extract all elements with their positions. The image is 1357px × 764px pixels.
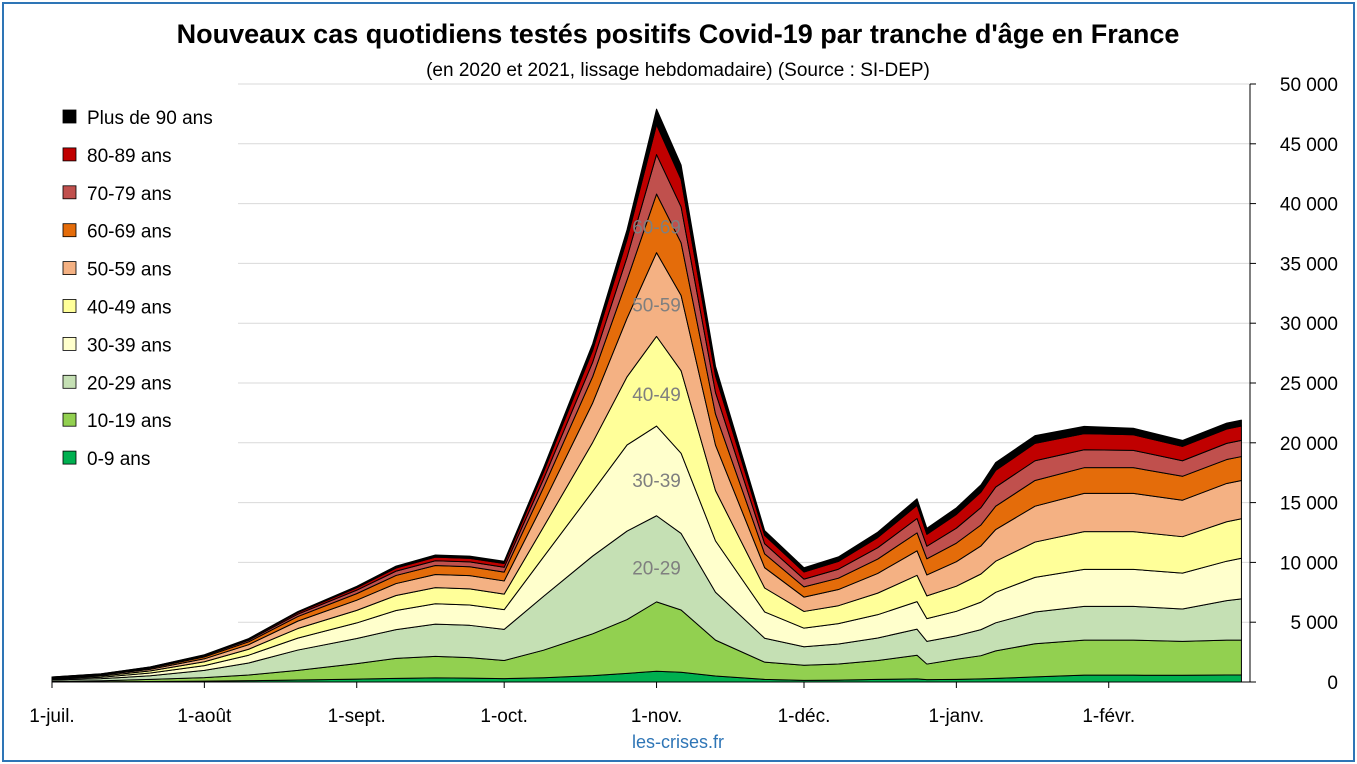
x-tick-label: 1-nov. bbox=[631, 706, 682, 727]
legend-label: 40-49 ans bbox=[87, 298, 172, 319]
inline-band-label: 20-29 bbox=[632, 558, 681, 579]
legend-label: 80-89 ans bbox=[87, 146, 172, 167]
y-tick-label: 20 000 bbox=[1280, 434, 1338, 455]
y-tick-label: 40 000 bbox=[1280, 195, 1338, 216]
inline-band-label: 40-49 bbox=[632, 385, 681, 406]
legend-label: 20-29 ans bbox=[87, 373, 172, 394]
chart-subtitle: (en 2020 et 2021, lissage hebdomadaire) … bbox=[426, 60, 930, 81]
legend-swatch bbox=[62, 336, 77, 351]
x-tick-label: 1-oct. bbox=[480, 706, 528, 727]
inline-band-label: 30-39 bbox=[632, 471, 681, 492]
legend-label: Plus de 90 ans bbox=[87, 108, 213, 129]
area-layers bbox=[51, 108, 1242, 683]
x-tick-label: 1-déc. bbox=[778, 706, 831, 727]
inline-band-label: 50-59 bbox=[632, 295, 681, 316]
legend-swatch bbox=[62, 109, 77, 124]
axes: 0 5 000 10 000 15 000 20 000 25 000 30 000 35 0… bbox=[29, 75, 1338, 727]
source-label: les-crises.fr bbox=[632, 732, 724, 752]
inline-band-label: 60-69 bbox=[632, 218, 681, 239]
legend: Plus de 90 ans 80-89 ans 70-79 ans 60-69 an… bbox=[62, 108, 213, 470]
legend-label: 70-79 ans bbox=[87, 184, 172, 205]
y-tick-label: 25 000 bbox=[1280, 374, 1338, 395]
legend-label: 0-9 ans bbox=[87, 449, 150, 470]
legend-label: 30-39 ans bbox=[87, 335, 172, 356]
x-tick-label: 1-juil. bbox=[29, 706, 74, 727]
y-tick-label: 30 000 bbox=[1280, 314, 1338, 335]
y-tick-label: 45 000 bbox=[1280, 135, 1338, 156]
y-tick-label: 50 000 bbox=[1280, 75, 1338, 96]
x-tick-label: 1-août bbox=[177, 706, 232, 727]
y-tick-label: 10 000 bbox=[1280, 553, 1338, 574]
legend-swatch bbox=[62, 185, 77, 200]
inline-labels: 60-69 50-59 40-49 30-39 20-29 bbox=[632, 218, 681, 580]
area-series-plus-de-90-ans bbox=[51, 108, 1242, 678]
y-tick-label: 35 000 bbox=[1280, 254, 1338, 275]
y-tick-label: 5 000 bbox=[1290, 613, 1338, 634]
chart-title: Nouveaux cas quotidiens testés positifs … bbox=[177, 19, 1180, 49]
x-tick-label: 1-sept. bbox=[328, 706, 386, 727]
legend-swatch bbox=[62, 299, 77, 313]
legend-swatch bbox=[62, 223, 77, 238]
legend-label: 50-59 ans bbox=[87, 260, 172, 281]
legend-swatch bbox=[62, 147, 77, 162]
x-tick-label: 1-févr. bbox=[1082, 706, 1135, 727]
legend-swatch bbox=[62, 374, 77, 389]
y-tick-label: 15 000 bbox=[1280, 494, 1338, 515]
legend-swatch bbox=[62, 412, 77, 427]
y-tick-label: 0 bbox=[1327, 673, 1338, 694]
legend-swatch bbox=[62, 450, 77, 465]
legend-swatch bbox=[62, 261, 77, 276]
legend-label: 10-19 ans bbox=[87, 411, 172, 432]
legend-label: 60-69 ans bbox=[87, 222, 172, 243]
x-tick-label: 1-janv. bbox=[929, 706, 985, 727]
